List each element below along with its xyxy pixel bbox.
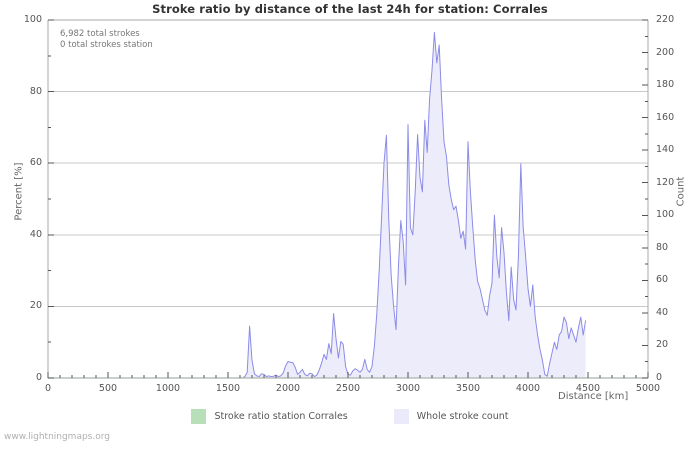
y-axis-right-tick: 80 <box>656 241 669 253</box>
x-axis-tick: 500 <box>98 383 118 394</box>
x-axis-tick: 2000 <box>275 383 301 394</box>
x-axis-tick: 2500 <box>335 383 361 394</box>
footer-watermark: www.lightningmaps.org <box>4 432 110 442</box>
gridlines <box>48 19 648 307</box>
axis-tick-marks <box>47 19 649 379</box>
annotation-total-strokes-station: 0 total strokes station <box>60 40 153 50</box>
area-fill-whole-stroke-count <box>0 32 586 379</box>
y-axis-left-tick: 40 <box>29 228 42 240</box>
legend-item-stroke-ratio: Stroke ratio station Corrales <box>191 409 348 424</box>
y-axis-right-tick: 220 <box>656 14 675 25</box>
y-axis-left-tick: 20 <box>29 300 42 312</box>
y-axis-right-tick: 20 <box>656 339 669 351</box>
legend-swatch-icon <box>191 409 207 424</box>
y-axis-right-tick: 160 <box>656 111 675 123</box>
legend-label-whole-stroke-count: Whole stroke count <box>416 411 509 422</box>
legend-label-stroke-ratio: Stroke ratio station Corrales <box>214 411 348 422</box>
y-axis-right-tick: 200 <box>656 46 675 58</box>
y-axis-left-tick: 80 <box>29 85 42 97</box>
chart-title: Stroke ratio by distance of the last 24h… <box>152 2 548 16</box>
legend-swatch-icon <box>393 409 409 424</box>
y-axis-right-tick: 140 <box>656 144 675 156</box>
x-axis-tick: 4500 <box>575 383 601 394</box>
y-axis-right-label: Count <box>675 176 687 207</box>
x-axis-tick: 3500 <box>455 383 481 394</box>
y-axis-left-tick: 0 <box>35 372 42 383</box>
x-axis-tick: 1500 <box>215 383 241 394</box>
y-axis-right-tick: 100 <box>656 209 675 221</box>
x-axis-tick: 4000 <box>515 383 541 394</box>
plot-frame <box>47 19 649 379</box>
x-axis-tick: 3000 <box>395 383 421 394</box>
x-axis-label: Distance [km] <box>558 391 629 402</box>
x-axis-tick: 0 <box>44 383 52 394</box>
x-axis-tick: 1000 <box>155 383 181 394</box>
annotation-total-strokes: 6,982 total strokes <box>60 29 140 39</box>
y-axis-right-tick: 120 <box>656 176 675 188</box>
legend-item-whole-stroke-count: Whole stroke count <box>393 409 509 424</box>
chart-legend: Stroke ratio station Corrales Whole stro… <box>0 409 700 424</box>
y-axis-left-tick: 60 <box>29 157 42 169</box>
y-axis-left-tick: 100 <box>23 14 42 25</box>
y-axis-right-tick: 0 <box>656 372 663 383</box>
y-axis-right-tick: 40 <box>656 306 669 318</box>
y-axis-right-tick: 180 <box>656 79 675 91</box>
x-axis-tick: 5000 <box>635 383 661 394</box>
y-axis-right-tick: 60 <box>656 274 669 286</box>
